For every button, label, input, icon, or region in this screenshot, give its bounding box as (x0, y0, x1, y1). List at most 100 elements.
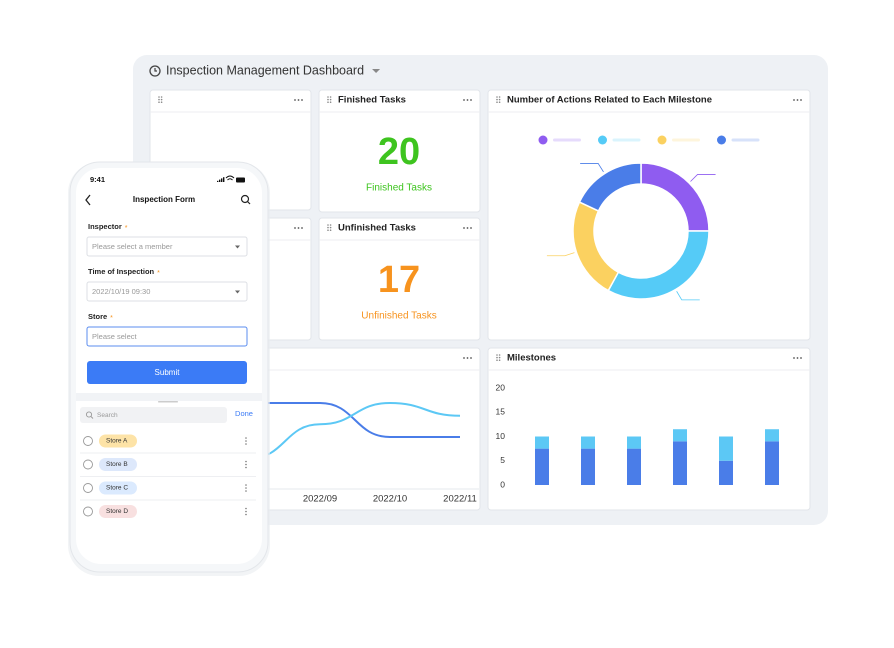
more-dot[interactable] (466, 357, 469, 359)
drag-handle-dot (327, 224, 329, 226)
drag-handle-dot (496, 359, 498, 362)
line-plot (249, 401, 461, 460)
kpi-value: 20 (378, 131, 420, 173)
leader-line (676, 291, 700, 301)
bar-segment[interactable] (627, 436, 641, 449)
drag-handle-dot (498, 98, 501, 101)
card (487, 89, 811, 341)
radio[interactable] (83, 436, 93, 446)
legend-swatch[interactable] (598, 135, 607, 145)
legend-swatch[interactable] (657, 135, 667, 145)
bar-segment[interactable] (719, 436, 733, 461)
drag-handle-dot (498, 359, 501, 362)
drag-handle-dot (329, 101, 332, 103)
row-more-dot (245, 513, 247, 516)
store-tag (99, 505, 137, 518)
more-dot[interactable] (301, 99, 303, 101)
bar-segment[interactable] (535, 448, 549, 485)
submit-button[interactable] (87, 361, 247, 384)
drag-handle-dot (496, 98, 498, 101)
card (318, 89, 481, 213)
x-tick-label: 2022/10 (373, 494, 407, 505)
search-box-icon (85, 411, 93, 418)
bar-segment[interactable] (719, 460, 733, 485)
row-more-dot (245, 460, 247, 463)
drag-handle-dot (329, 98, 332, 101)
drag-handle-dot (498, 101, 501, 103)
more-dot[interactable] (800, 357, 802, 359)
field-input[interactable] (86, 326, 248, 347)
kpi-value: 17 (378, 259, 420, 301)
row-more-dot (245, 443, 247, 445)
back-icon[interactable] (85, 194, 91, 206)
bar-segment[interactable] (765, 429, 779, 442)
drag-handle-dot (496, 101, 498, 103)
leader-line (546, 252, 575, 257)
sheet-separator (76, 393, 262, 401)
more-dot[interactable] (470, 99, 472, 101)
legend-label-placeholder (672, 138, 700, 142)
card (318, 217, 481, 341)
more-dot[interactable] (463, 357, 465, 359)
more-dot[interactable] (294, 99, 296, 101)
line-series (249, 401, 461, 460)
required-mark: * (125, 225, 128, 232)
bar-segment[interactable] (581, 448, 595, 485)
search-box[interactable] (80, 407, 227, 423)
kpi-label: Finished Tasks (366, 183, 432, 194)
drag-handle-dot (496, 96, 498, 98)
more-dot[interactable] (466, 227, 469, 229)
x-tick-label: 2022/11 (443, 494, 477, 505)
bar-segment[interactable] (673, 429, 687, 442)
more-dot[interactable] (796, 357, 799, 359)
store-name: Store B (106, 461, 128, 468)
y-tick-label: 10 (496, 431, 506, 441)
store-name: Store A (106, 438, 128, 445)
status-time: 9:41 (90, 175, 105, 184)
done-button[interactable]: Done (235, 409, 253, 418)
more-dot[interactable] (470, 357, 472, 359)
drag-handle-dot (160, 101, 163, 103)
bar-segment[interactable] (627, 448, 641, 485)
dashboard-icon (149, 65, 161, 77)
signal-bar (223, 177, 225, 182)
radio[interactable] (83, 483, 93, 493)
drag-handle-dot (327, 229, 329, 231)
more-dot[interactable] (294, 227, 296, 229)
drag-handle-dot (327, 98, 329, 101)
legend-swatch[interactable] (717, 135, 726, 145)
donut-slice[interactable] (578, 162, 642, 212)
store-name: Store D (106, 508, 128, 515)
store-tag (99, 434, 137, 448)
more-dot[interactable] (463, 99, 465, 101)
search-icon[interactable] (240, 194, 250, 204)
bar-segment[interactable] (765, 441, 779, 485)
card-title: Unfinished Tasks (338, 223, 416, 234)
field-input[interactable] (86, 236, 248, 257)
more-dot[interactable] (466, 99, 469, 101)
radio[interactable] (83, 506, 93, 517)
more-dot[interactable] (297, 99, 300, 101)
radio[interactable] (83, 459, 93, 470)
card-title: Number of Actions Related to Each Milest… (507, 95, 712, 106)
field-caret (235, 245, 240, 249)
dropdown-caret[interactable] (372, 69, 381, 73)
more-dot[interactable] (793, 357, 795, 359)
more-dot[interactable] (793, 99, 795, 101)
signal-bar (219, 179, 221, 182)
more-dot[interactable] (470, 227, 472, 229)
more-dot[interactable] (796, 99, 799, 101)
bar-segment[interactable] (673, 441, 687, 485)
more-dot[interactable] (463, 227, 465, 229)
more-dot[interactable] (297, 227, 300, 229)
field-value: Please select a member (92, 242, 173, 251)
legend-swatch[interactable] (538, 135, 548, 145)
more-dot[interactable] (301, 227, 303, 229)
field-input[interactable] (86, 281, 248, 302)
row-more-dot (245, 507, 247, 510)
more-dot[interactable] (800, 99, 802, 101)
bar-segment[interactable] (581, 436, 595, 449)
submit-label: Submit (155, 368, 181, 377)
bar-segment[interactable] (535, 436, 549, 449)
